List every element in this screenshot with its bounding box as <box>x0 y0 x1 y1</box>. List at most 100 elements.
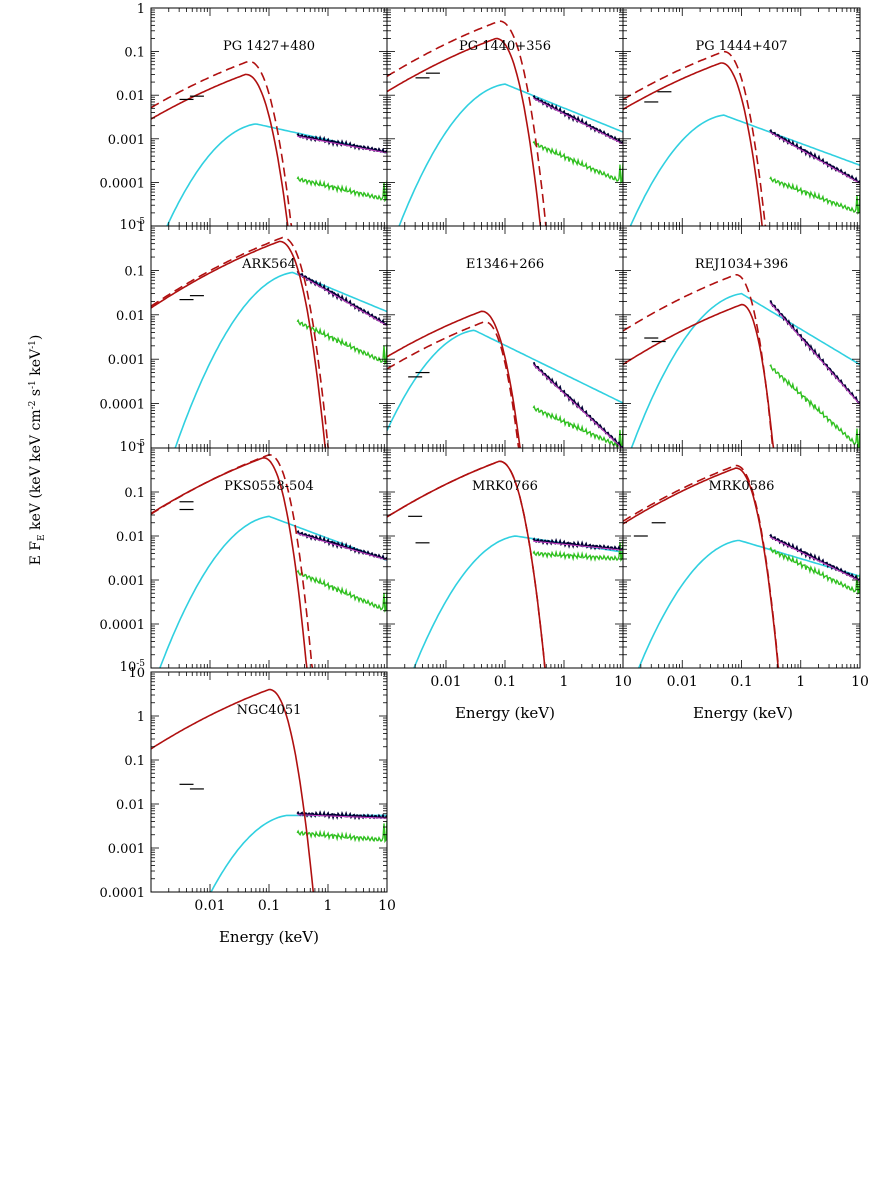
y-axis-label-part: ) <box>28 335 44 340</box>
x-axis-label-col2: Energy (keV) <box>455 704 555 722</box>
total-model-series <box>297 532 387 561</box>
panel-pg-1444-407: PG 1444+407 <box>622 7 861 227</box>
panel-title: NGC4051 <box>237 703 302 718</box>
powerlaw-series <box>398 83 623 226</box>
total-model-series <box>297 814 387 819</box>
panel-title: MRK0766 <box>472 479 538 494</box>
total-model-series <box>297 135 387 154</box>
y-tick-label: 0.01 <box>116 89 145 104</box>
x-axis-label-ngc: Energy (keV) <box>219 928 319 946</box>
xray-data-series <box>532 94 623 144</box>
y-tick-label: 10-5 <box>120 439 146 455</box>
y-tick-label: 0.001 <box>108 842 145 857</box>
y-axis-label-part: keV <box>28 348 44 380</box>
y-tick-label: 0.001 <box>108 574 145 589</box>
x-tick-label: 0.01 <box>430 674 461 690</box>
plot-area <box>387 20 623 226</box>
x-tick-label: 0.1 <box>730 674 752 690</box>
plot-area <box>623 464 860 668</box>
y-tick-label: 0.01 <box>116 309 145 324</box>
panel-pks0558-504: PKS0558-504 1 0.1 0.01 0.001 0.0001 10-5 <box>100 442 388 675</box>
xray-data-series <box>296 529 387 561</box>
powerlaw-series <box>210 814 387 892</box>
total-model-series <box>769 131 860 184</box>
disc-dashed-series <box>387 320 520 448</box>
y-tick-label: 1 <box>137 442 145 457</box>
disc-series <box>387 37 542 226</box>
disc-dashed-series <box>151 60 293 226</box>
x-tick-label: 0.01 <box>194 898 225 914</box>
reflection-series <box>532 404 623 448</box>
panel-e1346-266: E1346+266 <box>386 225 624 449</box>
panel-mrk0766: MRK0766 0.01 0.1 1 10 <box>386 447 632 690</box>
powerlaw-series <box>637 539 860 668</box>
plot-area <box>623 274 860 448</box>
disc-dashed-series <box>151 236 330 448</box>
disc-series <box>387 460 546 668</box>
powerlaw-series <box>174 271 387 448</box>
total-model-series <box>532 364 623 448</box>
y-axis-label-sub: E <box>37 534 47 541</box>
powerlaw-series <box>630 292 860 448</box>
y-tick-label: 0.1 <box>124 754 145 769</box>
panel-pg-1427-480: PG 1427+480 1 0.1 0.01 0.001 0.0001 10-5 <box>100 2 388 233</box>
y-tick-label: 1 <box>137 2 145 17</box>
xray-data-series <box>532 537 623 551</box>
reflection-series <box>769 546 860 595</box>
y-tick-label: 0.001 <box>108 353 145 368</box>
panel-title: ARK564 <box>241 257 296 272</box>
reflection-series <box>296 175 387 203</box>
disc-series <box>151 73 289 226</box>
panel-title: PKS0558-504 <box>224 479 314 494</box>
x-tick-label: 1 <box>796 674 805 690</box>
xray-data-series <box>769 129 860 184</box>
xray-data-series <box>769 300 860 404</box>
y-tick-label: 0.001 <box>108 133 145 148</box>
total-model-series <box>533 540 623 551</box>
x-tick-label: 1 <box>324 898 333 914</box>
xray-data-series <box>532 361 623 448</box>
xray-data-series <box>296 270 387 326</box>
y-tick-label: 1 <box>137 220 145 235</box>
disc-dashed-series <box>623 464 780 668</box>
y-tick-label: 0.1 <box>124 264 145 279</box>
disc-dashed-series <box>623 274 774 448</box>
y-tick-label: 1 <box>137 710 145 725</box>
plot-area <box>623 50 860 226</box>
panel-title: PG 1440+356 <box>459 39 551 54</box>
y-tick-label: 0.0001 <box>100 398 146 413</box>
panel-title: REJ1034+396 <box>695 257 788 272</box>
y-tick-label: 0.01 <box>116 530 145 545</box>
x-tick-label: 0.1 <box>258 898 280 914</box>
plot-area <box>151 236 387 448</box>
reflection-series <box>296 318 387 366</box>
y-axis-label-part: keV (keV keV cm <box>28 409 44 534</box>
powerlaw-series <box>629 114 860 226</box>
disc-series <box>623 303 775 448</box>
powerlaw-series <box>159 515 387 668</box>
plot-area <box>151 60 387 226</box>
x-tick-label: 0.1 <box>494 674 516 690</box>
powerlaw-series <box>413 535 623 668</box>
panel-title: MRK0586 <box>709 479 775 494</box>
y-axis-label: E FE keV (keV keV cm-2 s-1 keV-1) <box>28 335 47 566</box>
x-tick-label: 10 <box>378 898 396 914</box>
disc-series <box>623 467 780 668</box>
y-axis-label-sup: -2 <box>28 401 38 410</box>
y-tick-label: 0.0001 <box>100 618 146 633</box>
panel-title: PG 1427+480 <box>223 39 315 54</box>
total-model-series <box>296 272 387 327</box>
reflection-series <box>296 569 387 613</box>
disc-series <box>151 456 308 668</box>
reflection-series <box>532 539 623 562</box>
y-tick-label: 0.1 <box>124 486 145 501</box>
y-tick-label: 0.0001 <box>100 176 146 191</box>
reflection-series <box>296 820 387 844</box>
disc-series <box>623 62 763 226</box>
y-tick-label: 10-5 <box>120 659 146 675</box>
panel-title: PG 1444+407 <box>695 39 787 54</box>
reflection-series <box>532 140 623 185</box>
total-model-series <box>769 302 860 405</box>
powerlaw-series <box>387 329 623 431</box>
